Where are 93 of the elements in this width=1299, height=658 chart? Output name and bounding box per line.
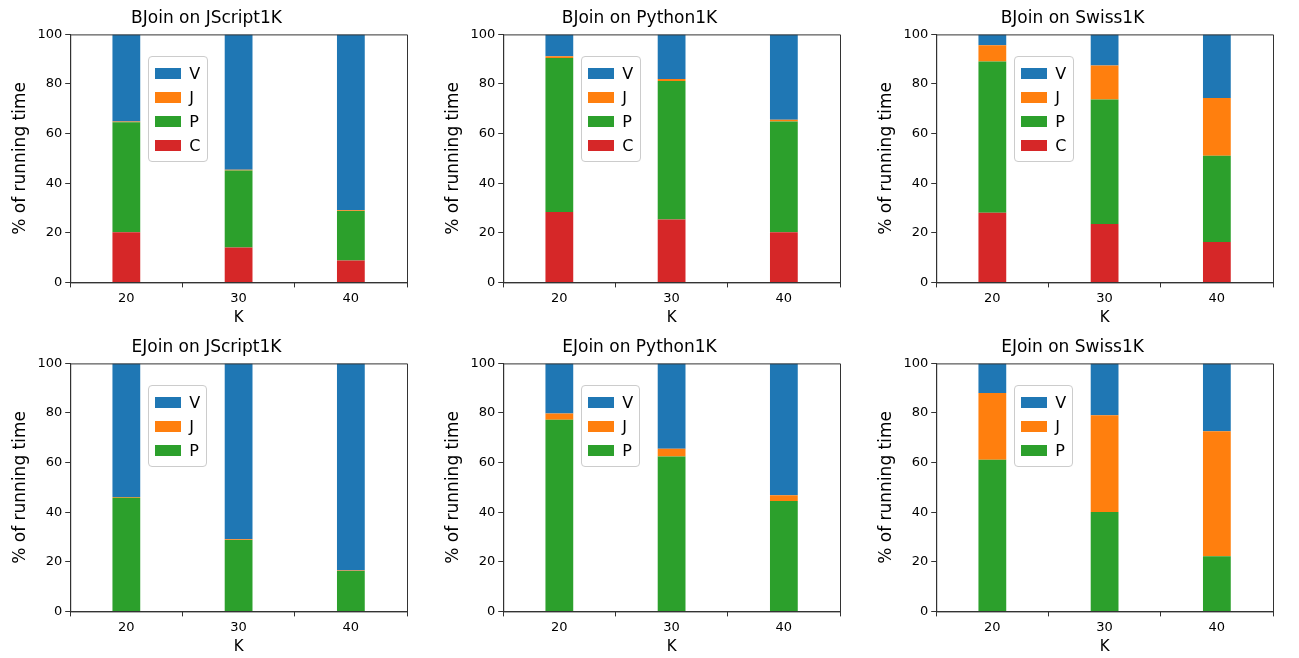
y-tick-label: 0 bbox=[919, 602, 929, 618]
x-tick-label: 20 bbox=[118, 618, 135, 634]
y-tick-label: 20 bbox=[45, 224, 63, 240]
y-tick-label: 80 bbox=[45, 75, 63, 91]
chart-title: BJoin on JScript1K bbox=[131, 6, 283, 27]
x-tick-label: 40 bbox=[1208, 618, 1226, 634]
y-tick-label: 60 bbox=[911, 453, 929, 469]
y-tick-label: 40 bbox=[911, 503, 929, 519]
x-tick-label: 40 bbox=[775, 618, 793, 634]
x-axis-title: K bbox=[666, 307, 678, 326]
chart-title: EJoin on JScript1K bbox=[131, 335, 283, 356]
y-tick-label: 20 bbox=[911, 224, 929, 240]
legend-label: P bbox=[189, 440, 199, 460]
y-tick-label: 20 bbox=[478, 224, 496, 240]
y-axis-title: % of running time bbox=[441, 82, 462, 235]
legend-label: P bbox=[1055, 111, 1065, 131]
chart-title: EJoin on Swiss1K bbox=[1001, 335, 1145, 356]
y-axis-title: % of running time bbox=[441, 411, 462, 564]
legend-label: J bbox=[622, 87, 628, 107]
y-tick-label: 100 bbox=[37, 354, 63, 370]
y-tick-label: 100 bbox=[903, 25, 929, 41]
x-tick-label: 20 bbox=[118, 289, 135, 305]
y-tick-label: 40 bbox=[478, 174, 496, 190]
legend-label: C bbox=[189, 135, 201, 155]
x-tick-label: 30 bbox=[663, 618, 680, 634]
y-tick-label: 100 bbox=[37, 25, 63, 41]
y-tick-label: 100 bbox=[470, 354, 496, 370]
x-tick-label: 20 bbox=[984, 618, 1001, 634]
x-tick-label: 40 bbox=[1208, 289, 1226, 305]
x-tick-label: 30 bbox=[230, 289, 247, 305]
legend-label: C bbox=[1055, 135, 1067, 155]
y-tick-label: 0 bbox=[53, 273, 63, 289]
x-tick-label: 40 bbox=[775, 289, 793, 305]
x-tick-label: 40 bbox=[342, 618, 360, 634]
x-tick-label: 20 bbox=[984, 289, 1001, 305]
y-tick-label: 60 bbox=[911, 124, 929, 140]
y-tick-label: 20 bbox=[911, 553, 929, 569]
x-axis-title: K bbox=[233, 307, 245, 326]
y-tick-label: 80 bbox=[478, 75, 496, 91]
y-tick-label: 80 bbox=[911, 75, 929, 91]
legend-label: V bbox=[622, 392, 634, 412]
chart-title: BJoin on Python1K bbox=[561, 6, 719, 27]
y-tick-label: 100 bbox=[903, 354, 929, 370]
y-tick-label: 0 bbox=[53, 602, 63, 618]
x-tick-label: 20 bbox=[551, 618, 568, 634]
legend-label: P bbox=[189, 111, 199, 131]
legend-label: C bbox=[622, 135, 634, 155]
y-tick-label: 80 bbox=[45, 404, 63, 420]
y-tick-label: 100 bbox=[470, 25, 496, 41]
y-tick-label: 60 bbox=[478, 453, 496, 469]
y-tick-label: 40 bbox=[911, 174, 929, 190]
x-axis-title: K bbox=[1099, 307, 1111, 326]
y-tick-label: 40 bbox=[45, 174, 63, 190]
x-tick-label: 30 bbox=[1096, 289, 1113, 305]
legend-label: J bbox=[189, 87, 195, 107]
x-tick-label: 30 bbox=[1096, 618, 1113, 634]
x-tick-label: 40 bbox=[342, 289, 360, 305]
y-axis-title: % of running time bbox=[8, 411, 29, 564]
y-axis-title: % of running time bbox=[874, 411, 895, 564]
x-tick-label: 30 bbox=[230, 618, 247, 634]
legend-label: P bbox=[622, 111, 632, 131]
y-axis-title: % of running time bbox=[8, 82, 29, 235]
legend-label: V bbox=[1055, 392, 1067, 412]
legend-label: J bbox=[1055, 87, 1061, 107]
x-axis-title: K bbox=[1099, 636, 1111, 655]
legend-label: J bbox=[1055, 416, 1061, 436]
x-tick-label: 30 bbox=[663, 289, 680, 305]
y-tick-label: 20 bbox=[45, 553, 63, 569]
y-axis-title: % of running time bbox=[874, 82, 895, 235]
x-axis-title: K bbox=[666, 636, 678, 655]
y-tick-label: 40 bbox=[478, 503, 496, 519]
y-tick-label: 60 bbox=[45, 124, 63, 140]
y-tick-label: 0 bbox=[919, 273, 929, 289]
legend-label: J bbox=[189, 416, 195, 436]
legend-label: V bbox=[189, 63, 201, 83]
chart-title: BJoin on Swiss1K bbox=[1000, 6, 1146, 27]
x-axis-title: K bbox=[233, 636, 245, 655]
y-tick-label: 0 bbox=[486, 602, 496, 618]
legend-label: V bbox=[622, 63, 634, 83]
legend-label: V bbox=[189, 392, 201, 412]
x-tick-label: 20 bbox=[551, 289, 568, 305]
legend-label: J bbox=[622, 416, 628, 436]
y-tick-label: 80 bbox=[911, 404, 929, 420]
y-tick-label: 20 bbox=[478, 553, 496, 569]
legend-label: P bbox=[1055, 440, 1065, 460]
y-tick-label: 0 bbox=[486, 273, 496, 289]
y-tick-label: 60 bbox=[45, 453, 63, 469]
y-tick-label: 80 bbox=[478, 404, 496, 420]
y-tick-label: 60 bbox=[478, 124, 496, 140]
y-tick-label: 40 bbox=[45, 503, 63, 519]
chart-title: EJoin on Python1K bbox=[562, 335, 718, 356]
legend-label: V bbox=[1055, 63, 1067, 83]
legend-label: P bbox=[622, 440, 632, 460]
